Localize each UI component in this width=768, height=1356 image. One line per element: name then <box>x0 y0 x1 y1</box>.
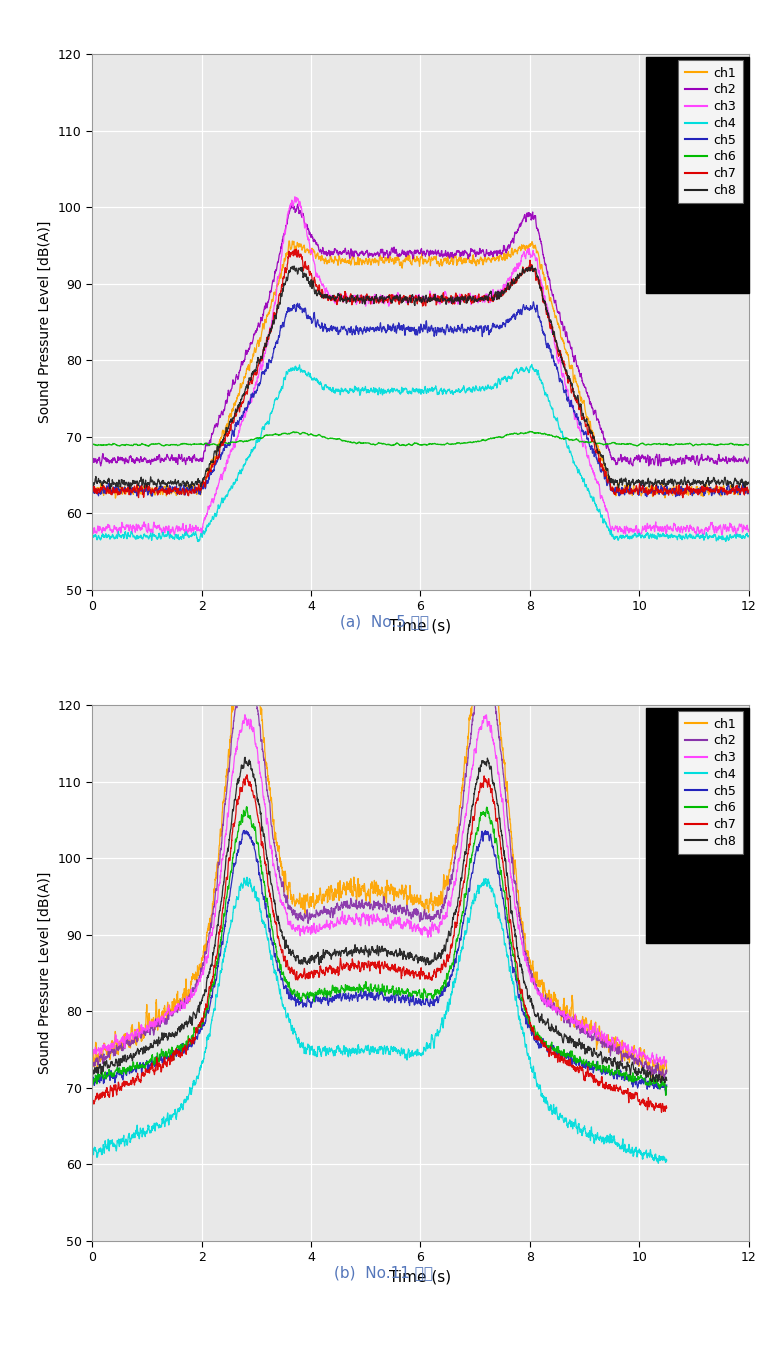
FancyBboxPatch shape <box>646 57 749 293</box>
Legend: ch1, ch2, ch3, ch4, ch5, ch6, ch7, ch8: ch1, ch2, ch3, ch4, ch5, ch6, ch7, ch8 <box>678 712 743 854</box>
X-axis label: Time (s): Time (s) <box>389 1269 452 1284</box>
Text: (a)  No.5 상행: (a) No.5 상행 <box>339 614 429 629</box>
Legend: ch1, ch2, ch3, ch4, ch5, ch6, ch7, ch8: ch1, ch2, ch3, ch4, ch5, ch6, ch7, ch8 <box>678 61 743 203</box>
Y-axis label: Sound Pressure Level [dB(A)]: Sound Pressure Level [dB(A)] <box>38 872 52 1074</box>
X-axis label: Time (s): Time (s) <box>389 618 452 633</box>
Text: (b)  No.11 하행: (b) No.11 하행 <box>335 1265 433 1280</box>
FancyBboxPatch shape <box>646 708 749 944</box>
Y-axis label: Sound Pressure Level [dB(A)]: Sound Pressure Level [dB(A)] <box>38 221 52 423</box>
